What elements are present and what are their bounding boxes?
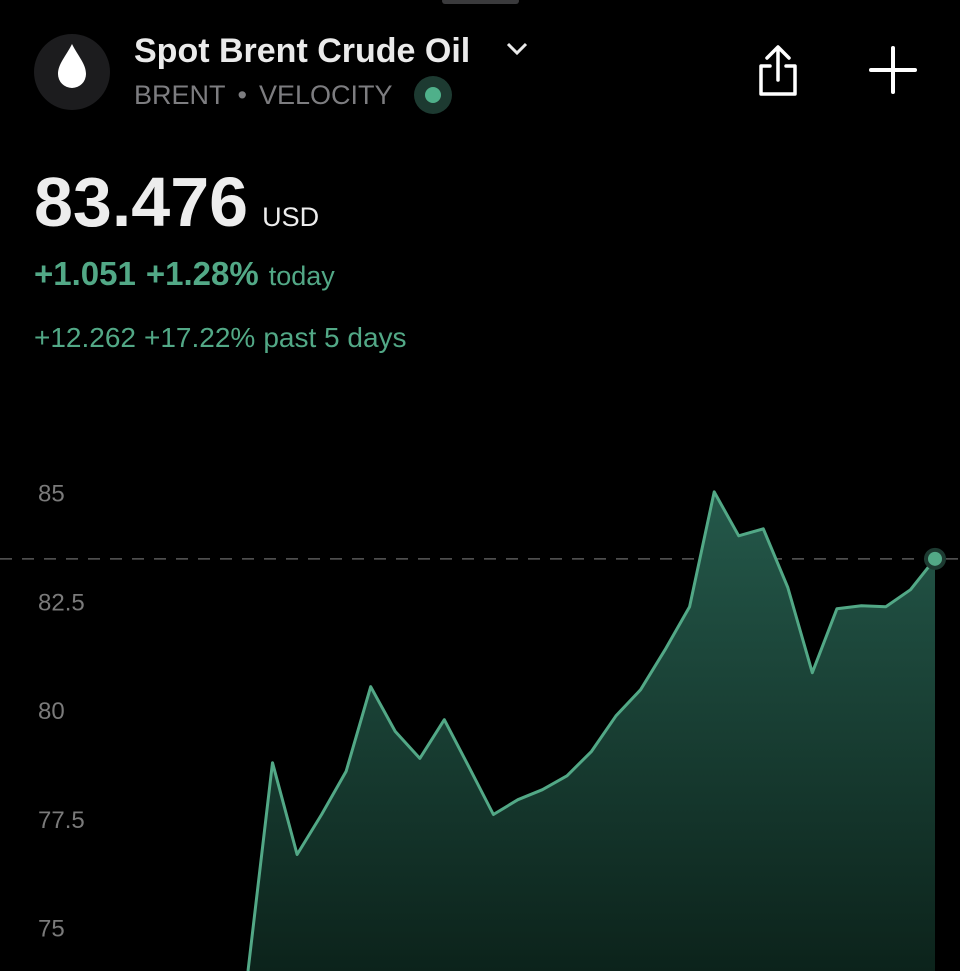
y-tick-label: 80 (38, 698, 65, 725)
add-button[interactable] (869, 46, 917, 94)
period-label: past 5 days (263, 322, 406, 353)
change-5d: +12.262 +17.22% past 5 days (34, 322, 407, 353)
change-5d-value: +12.262 (34, 322, 136, 353)
currency: USD (262, 202, 319, 232)
price-chart: 75 77.5 80 82.5 85 (0, 481, 960, 971)
change-today-value: +1.051 (34, 255, 136, 292)
share-button[interactable] (759, 45, 797, 96)
price-value: 83.476 (34, 163, 248, 241)
source: VELOCITY (259, 80, 393, 110)
today-label: today (269, 261, 336, 291)
asset-subtitle: BRENT • VELOCITY (134, 80, 393, 110)
y-tick-label: 85 (38, 481, 65, 508)
price-line (246, 490, 937, 971)
change-today-pct: +1.28% (146, 255, 259, 292)
y-tick-label: 82.5 (38, 589, 85, 616)
price: 83.476 USD (34, 163, 319, 241)
last-price-dot (924, 547, 946, 570)
area-fill (248, 491, 935, 971)
asset-icon (34, 34, 110, 110)
symbol: BRENT (134, 80, 226, 110)
change-today: +1.051 +1.28% today (34, 255, 335, 292)
status-dot (425, 87, 441, 103)
drag-handle[interactable] (442, 0, 519, 4)
dropdown-chevron[interactable] (506, 42, 528, 56)
asset-title[interactable]: Spot Brent Crude Oil (134, 32, 470, 70)
change-5d-pct: +17.22% (144, 322, 255, 353)
separator: • (238, 80, 247, 110)
y-tick-label: 75 (38, 916, 65, 943)
y-tick-label: 77.5 (38, 807, 85, 834)
